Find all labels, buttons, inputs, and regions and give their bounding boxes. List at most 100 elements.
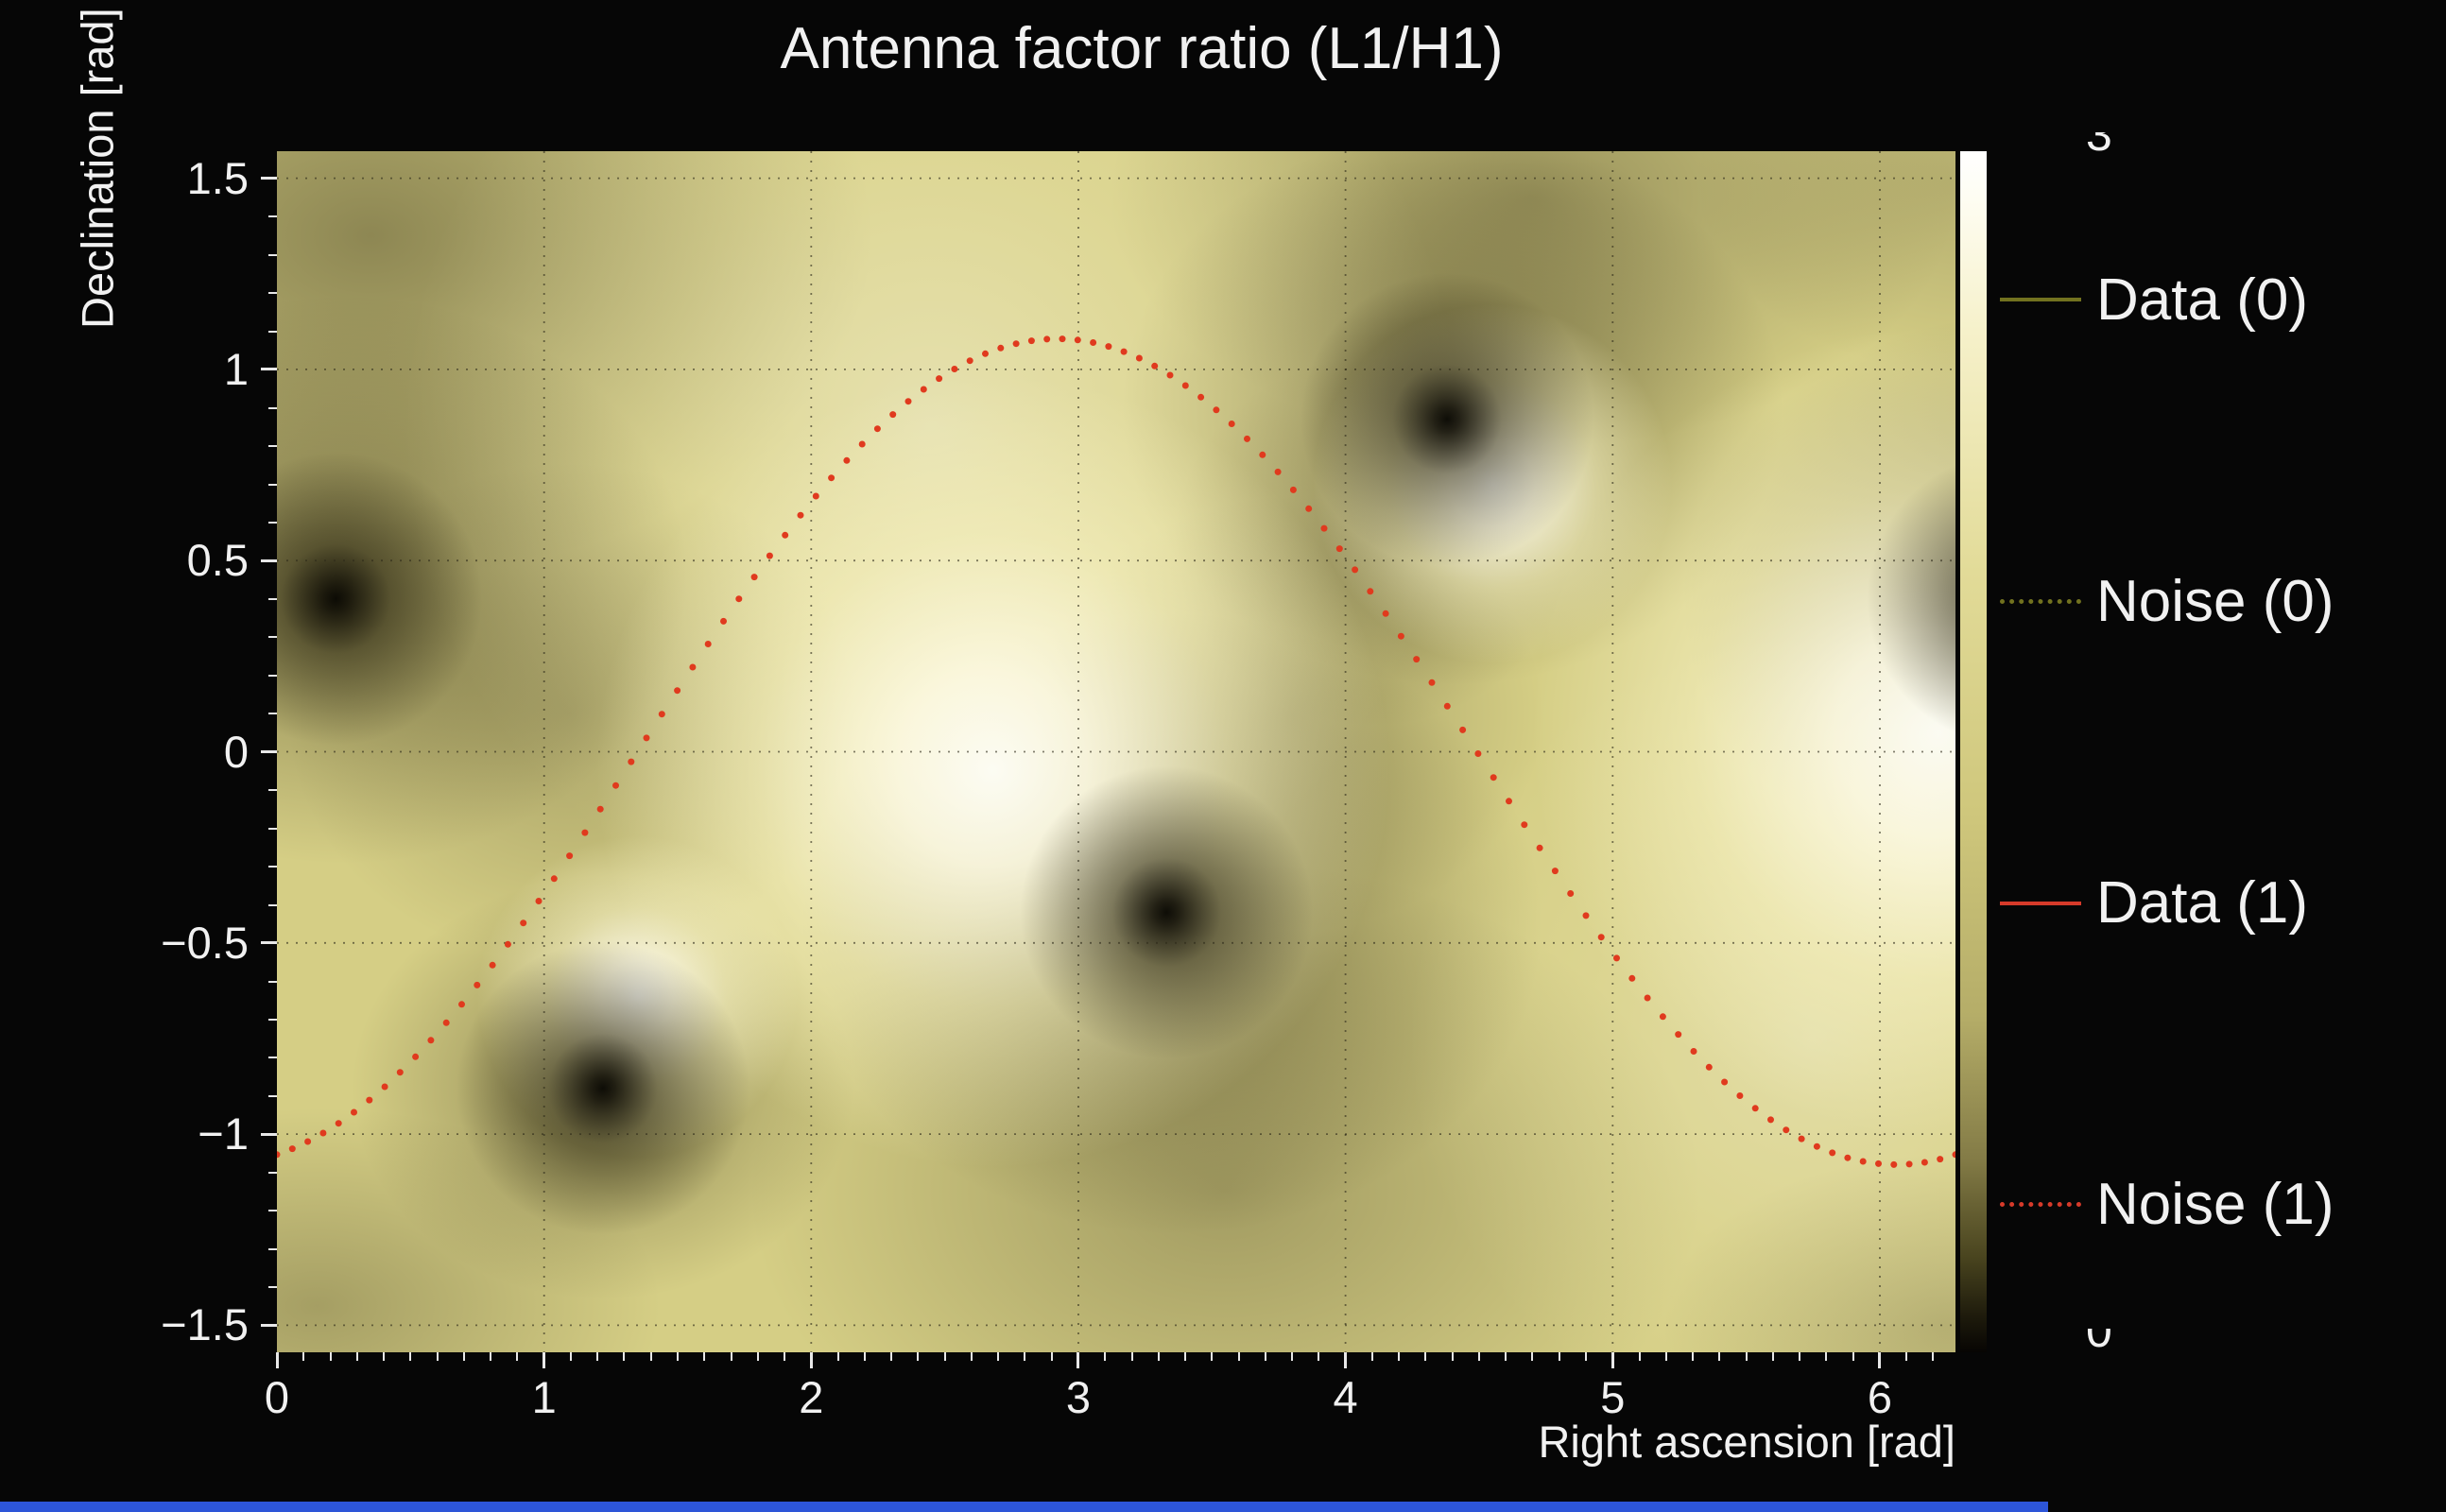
legend-line-sample — [2000, 1202, 2081, 1208]
legend-line-sample — [2000, 901, 2081, 905]
tick-mark — [1477, 1352, 1480, 1361]
tick-mark — [1077, 1352, 1080, 1368]
tick-mark — [1370, 1352, 1373, 1361]
tick-mark — [261, 177, 277, 180]
tick-mark — [1825, 1352, 1828, 1361]
legend-label: Noise (0) — [2096, 568, 2334, 634]
tick-mark — [261, 558, 277, 562]
tick-mark — [261, 1132, 277, 1136]
tick-mark — [1104, 1352, 1107, 1361]
tick-mark — [543, 1352, 546, 1368]
x-tick-label: 3 — [1065, 1372, 1092, 1422]
x-tick-label: 0 — [264, 1372, 290, 1422]
legend-label: Noise (1) — [2096, 1172, 2334, 1238]
tick-mark — [1558, 1352, 1560, 1361]
tick-mark — [649, 1352, 652, 1361]
tick-mark — [1211, 1352, 1214, 1361]
tick-mark — [355, 1352, 358, 1361]
tick-mark — [943, 1352, 946, 1361]
tick-mark — [268, 330, 277, 333]
tick-mark — [261, 368, 277, 371]
tick-mark — [261, 941, 277, 945]
heatmap-plot-area[interactable] — [277, 151, 1955, 1352]
tick-mark — [623, 1352, 626, 1361]
legend-label: Data (1) — [2096, 870, 2308, 936]
y-tick-label: −1.5 — [161, 1299, 249, 1350]
tick-mark — [268, 406, 277, 409]
tick-mark — [1745, 1352, 1748, 1361]
gridlines — [277, 151, 1955, 1352]
tick-mark — [268, 713, 277, 715]
tick-mark — [268, 253, 277, 256]
tick-mark — [268, 1094, 277, 1097]
tick-mark — [462, 1352, 465, 1361]
tick-mark — [268, 483, 277, 486]
tick-mark — [268, 445, 277, 448]
tick-mark — [1878, 1352, 1882, 1368]
tick-mark — [268, 827, 277, 830]
tick-mark — [268, 1210, 277, 1212]
tick-mark — [1718, 1352, 1721, 1361]
tick-mark — [809, 1352, 813, 1368]
tick-mark — [1024, 1352, 1026, 1361]
noise1-dotted-track — [277, 335, 1955, 1168]
x-axis-label: Right ascension [rad] — [1538, 1417, 1955, 1467]
tick-mark — [268, 215, 277, 218]
tick-mark — [268, 597, 277, 600]
tick-mark — [268, 1019, 277, 1022]
colorbar-min-label: 0 — [2086, 1329, 2112, 1357]
legend-row-noise-1-[interactable]: Noise (1) — [2000, 1162, 2334, 1247]
tick-mark — [890, 1352, 893, 1361]
tick-mark — [268, 1286, 277, 1289]
tick-mark — [1318, 1352, 1320, 1361]
tick-mark — [1905, 1352, 1908, 1361]
tick-mark — [596, 1352, 599, 1361]
tick-mark — [261, 750, 277, 753]
tick-mark — [1130, 1352, 1133, 1361]
tick-mark — [1157, 1352, 1160, 1361]
tick-mark — [756, 1352, 759, 1361]
x-tick-label: 6 — [1867, 1372, 1893, 1422]
tick-mark — [1291, 1352, 1294, 1361]
colorbar[interactable] — [1960, 151, 1987, 1352]
chart-title: Antenna factor ratio (L1/H1) — [780, 16, 1504, 81]
legend-row-data-1-[interactable]: Data (1) — [2000, 861, 2308, 946]
tick-mark — [569, 1352, 572, 1361]
y-tick-label: 0 — [223, 726, 249, 777]
tick-mark — [703, 1352, 706, 1361]
tick-mark — [1664, 1352, 1667, 1361]
tick-mark — [268, 674, 277, 677]
tick-mark — [268, 1171, 277, 1174]
legend-row-data-0-[interactable]: Data (0) — [2000, 257, 2308, 342]
tick-mark — [1184, 1352, 1187, 1361]
tick-mark — [1932, 1352, 1935, 1361]
tick-mark — [516, 1352, 519, 1361]
legend-label: Data (0) — [2096, 266, 2308, 333]
y-tick-label: 0.5 — [186, 535, 249, 586]
tick-mark — [383, 1352, 386, 1361]
tick-mark — [917, 1352, 920, 1361]
tick-mark — [268, 292, 277, 295]
tick-mark — [268, 1057, 277, 1059]
tick-mark — [1692, 1352, 1695, 1361]
legend-row-noise-0-[interactable]: Noise (0) — [2000, 558, 2334, 644]
tick-mark — [836, 1352, 839, 1361]
tick-mark — [1050, 1352, 1053, 1361]
tick-mark — [268, 866, 277, 868]
tick-mark — [268, 636, 277, 639]
tick-mark — [329, 1352, 332, 1361]
tick-mark — [1237, 1352, 1240, 1361]
tick-mark — [1424, 1352, 1427, 1361]
tick-mark — [409, 1352, 412, 1361]
tick-mark — [268, 522, 277, 524]
tick-mark — [268, 903, 277, 906]
tick-mark — [1264, 1352, 1266, 1361]
y-tick-label: 1.5 — [186, 152, 249, 203]
tick-mark — [268, 789, 277, 792]
tick-mark — [730, 1352, 732, 1361]
tick-mark — [1451, 1352, 1454, 1361]
tick-mark — [268, 980, 277, 983]
tick-mark — [1638, 1352, 1641, 1361]
tick-mark — [1585, 1352, 1588, 1361]
tick-mark — [261, 1323, 277, 1327]
